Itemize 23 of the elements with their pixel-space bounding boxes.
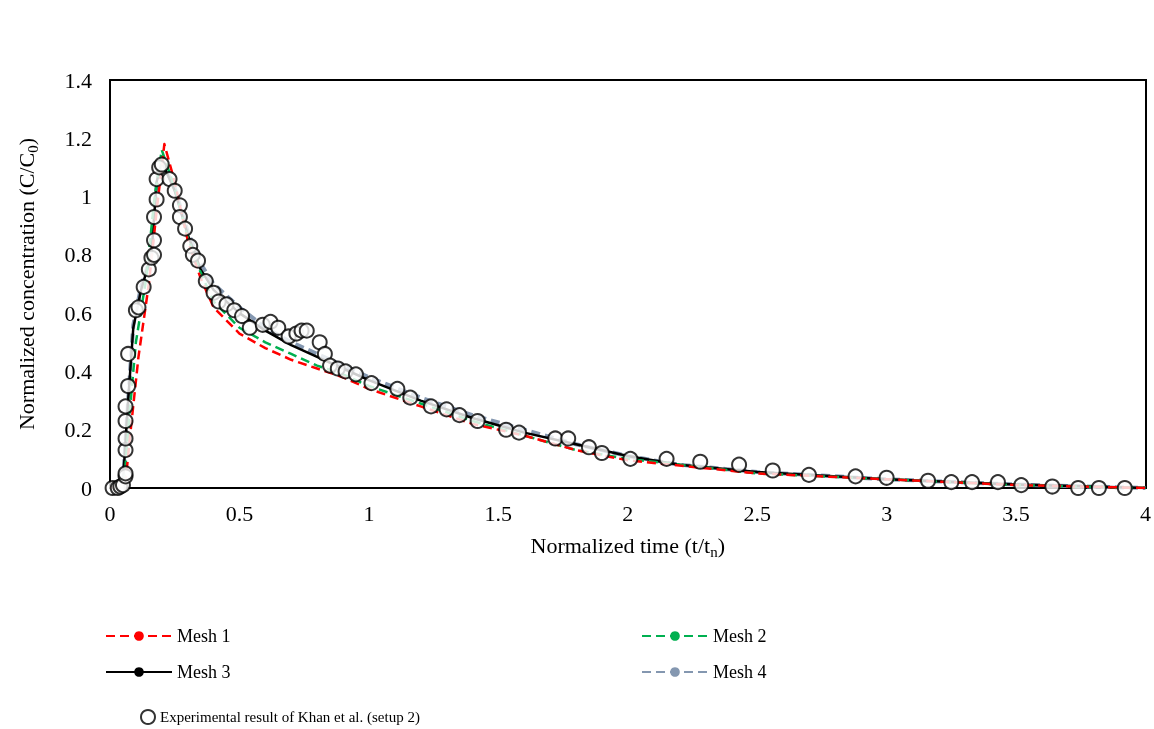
x-tick-label: 0.5 [225, 500, 254, 526]
y-tick-label: 0 [81, 475, 92, 501]
legend-label: Mesh 4 [713, 662, 767, 682]
x-tick-label: 3.5 [1002, 500, 1030, 526]
y-tick-label: 1 [81, 184, 92, 210]
x-tick-label: 2 [622, 500, 634, 526]
x-tick-label: 3 [881, 500, 893, 526]
y-tick-label: 1.2 [64, 125, 92, 151]
x-tick-label: 4 [1140, 500, 1151, 526]
y-tick-label: 0.6 [64, 300, 92, 326]
legend-label: Experimental result of Khan et al. (setup 2) [160, 709, 420, 726]
x-tick-label: 0 [104, 500, 116, 526]
x-tick-label: 1 [363, 500, 375, 526]
legend-label: Mesh 3 [177, 662, 231, 682]
x-tick-label: 2.5 [743, 500, 771, 526]
y-tick-label: 0.4 [64, 358, 92, 384]
legend-label: Mesh 1 [177, 626, 231, 646]
y-tick-label: 1.4 [64, 67, 92, 93]
y-tick-label: 0.8 [64, 242, 92, 268]
y-tick-label: 0.2 [64, 417, 92, 443]
legend-label: Mesh 2 [713, 626, 767, 646]
y-axis-title: Normalized concentration (C/C0) [14, 137, 41, 431]
x-tick-label: 1.5 [484, 500, 513, 526]
